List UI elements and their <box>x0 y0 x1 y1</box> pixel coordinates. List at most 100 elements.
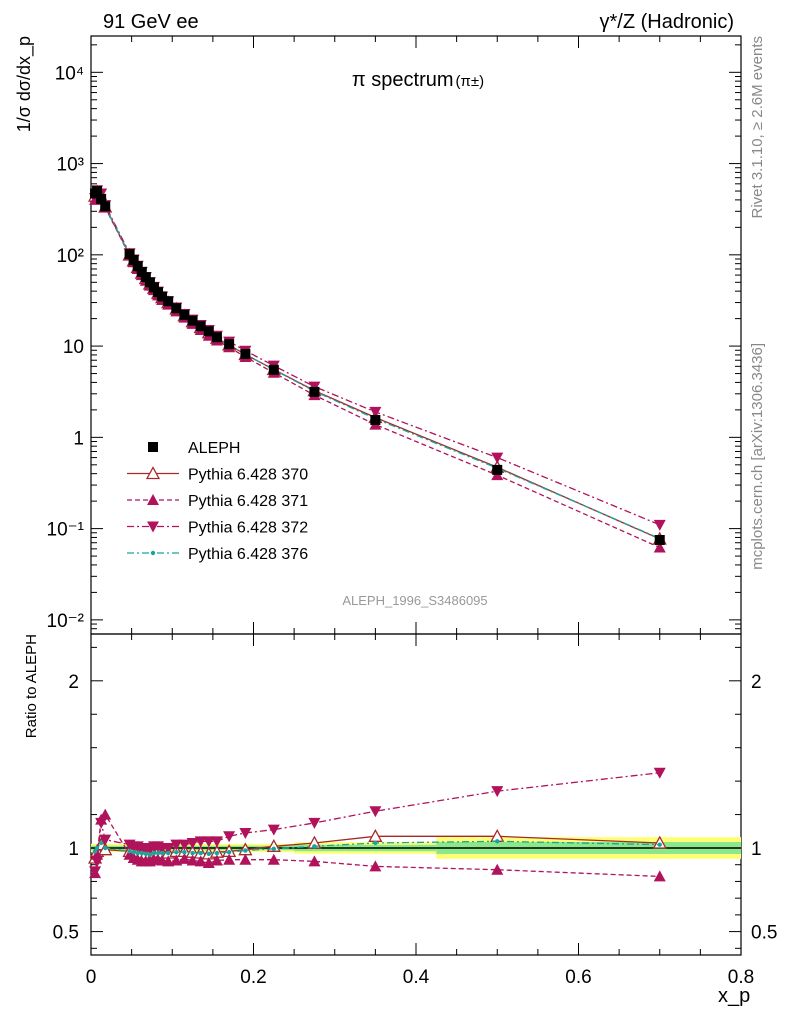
data-point-ratio <box>223 831 236 843</box>
data-point-ratio <box>190 850 195 856</box>
data-point-main <box>268 364 279 375</box>
data-point-ratio <box>99 834 112 846</box>
y-tick-label-main: 10⁻¹ <box>47 520 85 541</box>
x-tick-label: 0.8 <box>728 967 754 988</box>
legend-marker <box>147 521 159 533</box>
plot-title-suffix: (π±) <box>456 73 485 90</box>
data-point-ratio <box>139 850 144 856</box>
data-point-ratio <box>99 808 112 820</box>
legend-marker <box>150 550 156 556</box>
data-point-ratio <box>127 849 132 854</box>
data-point-ratio <box>491 863 504 875</box>
data-point-main <box>187 315 198 326</box>
data-point-ratio <box>491 786 504 798</box>
y-tick-label-ratio-right: 1 <box>751 839 762 860</box>
data-point-ratio <box>174 849 179 855</box>
data-point-ratio <box>202 836 215 848</box>
x-axis-label: x_p <box>718 985 750 1007</box>
data-point-main <box>124 249 135 260</box>
data-point-ratio <box>103 845 108 851</box>
header-right: γ*/Z (Hadronic) <box>600 11 734 33</box>
legend-label: Pythia 6.428 372 <box>188 520 308 537</box>
data-point-ratio <box>135 850 140 856</box>
data-point-main <box>140 272 151 283</box>
data-point-ratio <box>162 855 175 867</box>
legend-marker <box>147 494 159 505</box>
data-point-ratio <box>239 827 252 839</box>
data-point-main <box>309 386 320 397</box>
data-point-ratio <box>94 845 100 851</box>
data-point-ratio <box>243 848 248 853</box>
legend-label: Pythia 6.428 370 <box>188 467 308 484</box>
data-point-main <box>132 261 143 272</box>
legend-label: ALEPH <box>188 440 240 457</box>
data-point-ratio <box>210 854 223 866</box>
legend-label: Pythia 6.428 376 <box>188 546 308 563</box>
data-point-main <box>163 296 174 307</box>
data-point-main <box>224 339 235 350</box>
data-point-main <box>203 326 214 337</box>
y-tick-label-main: 10⁴ <box>55 63 84 84</box>
data-point-main <box>369 406 382 418</box>
data-point-main <box>211 332 222 343</box>
data-point-main <box>179 309 190 320</box>
y-tick-label-main: 10² <box>57 246 84 267</box>
y-tick-label-ratio-right: 0.5 <box>751 923 777 944</box>
ratio-y-axis-label: Ratio to ALEPH <box>23 634 40 738</box>
series-line-main <box>94 190 661 540</box>
ratio-plot-frame <box>90 633 742 956</box>
legend: ALEPH Pythia 6.428 370 Pythia 6.428 371 Pyt… <box>127 440 308 563</box>
data-point-main <box>100 201 111 212</box>
data-point-ratio <box>89 866 102 878</box>
legend-marker <box>145 466 161 480</box>
header-left: 91 GeV ee <box>103 11 199 33</box>
legend-marker <box>148 442 158 452</box>
main-y-axis-label: 1/σ dσ/dx_p <box>14 36 35 132</box>
y-tick-label-main: 10⁻² <box>47 611 85 632</box>
data-point-ratio <box>162 843 175 854</box>
data-point-ratio <box>170 839 183 851</box>
data-point-ratio <box>186 837 199 849</box>
data-point-ratio <box>147 852 153 857</box>
data-point-ratio <box>165 850 171 856</box>
x-tick-label: 0.2 <box>240 967 266 988</box>
data-point-main <box>240 348 251 359</box>
analysis-id-label: ALEPH_1996_S3486095 <box>342 593 487 608</box>
y-tick-label-ratio: 1 <box>68 839 79 860</box>
data-point-ratio <box>178 852 191 864</box>
data-point-ratio <box>226 849 232 855</box>
data-point-ratio <box>495 839 500 844</box>
data-point-ratio <box>178 839 191 851</box>
series-line-main <box>94 191 661 549</box>
data-point-ratio <box>186 854 199 866</box>
data-point-ratio <box>267 824 280 836</box>
plot-title-main: π spectrum <box>352 69 454 91</box>
data-point-ratio <box>308 855 321 867</box>
data-point-ratio <box>198 850 203 856</box>
data-point-ratio <box>373 840 378 846</box>
data-point-ratio <box>194 836 207 848</box>
y-tick-label-main: 10³ <box>57 155 84 176</box>
y-tick-label-ratio: 2 <box>68 672 79 693</box>
x-tick-label: 0.6 <box>565 967 591 988</box>
data-point-main <box>492 464 503 475</box>
data-point-ratio <box>267 853 280 865</box>
data-point-ratio <box>194 855 207 867</box>
data-point-ratio <box>182 849 187 855</box>
data-point-ratio <box>151 850 157 856</box>
data-point-ratio <box>653 870 666 882</box>
data-point-ratio <box>308 817 321 829</box>
data-point-main <box>171 303 182 314</box>
plot-title: π spectrum (π±) <box>352 69 484 91</box>
data-point-main <box>370 414 381 425</box>
data-point-ratio <box>369 806 382 818</box>
data-point-ratio <box>653 767 666 779</box>
ratio-axes: 0 0.2 0.4 0.6 0.8 0.5 0.5 1 1 2 2 <box>53 634 777 988</box>
mcplots-reference-label: mcplots.cern.ch [arXiv:1306.3436] <box>749 343 766 570</box>
y-tick-label-ratio: 0.5 <box>53 923 79 944</box>
data-point-main <box>654 535 665 546</box>
y-tick-label-ratio-right: 2 <box>751 672 762 693</box>
data-point-ratio <box>239 853 252 865</box>
data-point-main <box>195 321 206 332</box>
